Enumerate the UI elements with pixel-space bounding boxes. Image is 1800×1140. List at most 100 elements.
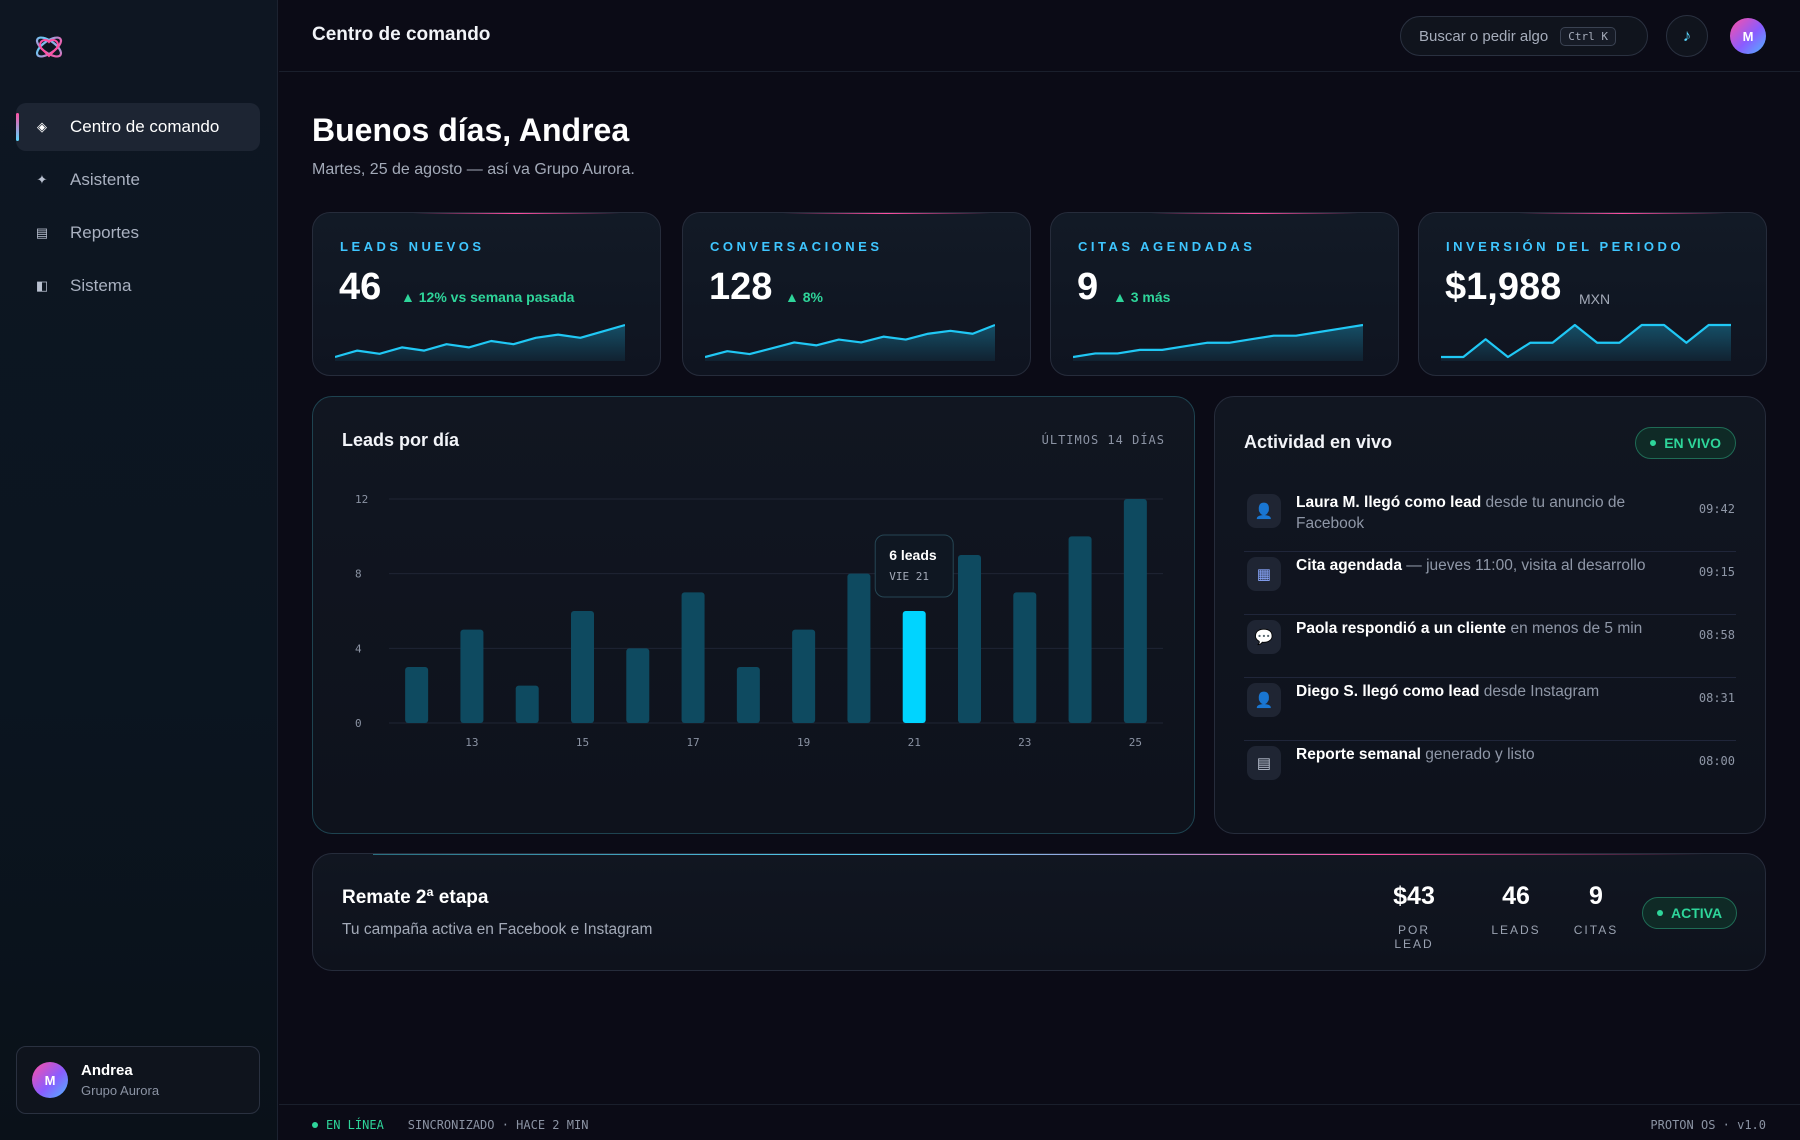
kpi-label: CITAS AGENDADAS — [1078, 239, 1256, 254]
y-tick-label: 0 — [355, 717, 362, 730]
bar-chart: 0 4 8 12 13 15 17 19 21 23 25 6 leads VIE 21 — [355, 493, 1163, 749]
bar[interactable] — [1013, 592, 1037, 723]
greeting-title: Buenos días, Andrea — [312, 112, 630, 148]
campaign-stat-value: $43 — [1393, 882, 1435, 910]
sparkline — [335, 323, 625, 361]
bar[interactable] — [460, 629, 484, 723]
kpi-value: 46 — [339, 266, 382, 308]
status-dot-icon — [1657, 910, 1663, 916]
bar[interactable] — [515, 685, 539, 723]
activity-time: 08:00 — [1698, 754, 1735, 768]
activity-panel: Actividad en vivo EN VIVO 👤 Laura M. lle… — [1214, 396, 1766, 834]
shortcut-hint: Ctrl K — [1560, 26, 1616, 46]
sparkline-line — [1441, 323, 1731, 359]
sidebar: ◈ Centro de comando ✦ Asistente ▤ Report… — [0, 0, 278, 1140]
leads-chart-panel: Leads por día ÚLTIMOS 14 DÍAS 0 4 8 12 13 15 1… — [312, 396, 1195, 834]
kpi-card-citas[interactable]: CITAS AGENDADAS 9 ▲ 3 más — [1050, 212, 1399, 376]
campaign-subtitle: Tu campaña activa en Facebook e Instagra… — [342, 921, 653, 938]
search-input[interactable]: Buscar o pedir algo Ctrl K — [1400, 16, 1648, 56]
campaign-panel[interactable]: Remate 2ª etapa Tu campaña activa en Fac… — [312, 853, 1766, 971]
atom-heart-logo[interactable] — [32, 30, 66, 64]
campaign-stat-leads: 46 LEADS — [1481, 882, 1551, 937]
bar[interactable] — [681, 592, 705, 723]
activity-strong: Cita agendada — [1296, 557, 1402, 574]
kpi-card-inversion[interactable]: INVERSIÓN DEL PERIODO $1,988 MXN — [1418, 212, 1767, 376]
kpi-card-conversaciones[interactable]: CONVERSACIONES 128 ▲ 8% — [682, 212, 1031, 376]
kpi-label: LEADS NUEVOS — [340, 239, 485, 254]
profile-avatar[interactable]: M — [1730, 18, 1766, 54]
user-card[interactable]: M Andrea Grupo Aurora — [16, 1046, 260, 1114]
x-tick-label: 23 — [1018, 736, 1031, 749]
sparkline-area — [335, 325, 625, 361]
bar[interactable] — [405, 667, 429, 723]
chart-title: Leads por día — [342, 430, 460, 450]
bar[interactable] — [626, 648, 650, 723]
greeting-subtitle: Martes, 25 de agosto — así va Grupo Auro… — [312, 161, 635, 178]
sparkline — [1073, 323, 1363, 361]
bar[interactable] — [1068, 536, 1092, 723]
document-icon: ▤ — [1247, 746, 1281, 780]
campaign-stat-label: LEADS — [1491, 923, 1541, 937]
bar[interactable] — [571, 611, 594, 723]
campaign-stat-value: 46 — [1502, 882, 1530, 910]
kpi-unit: MXN — [1579, 291, 1611, 307]
kpi-value: 9 — [1077, 266, 1099, 308]
sync-status: SINCRONIZADO · HACE 2 MIN — [407, 1118, 589, 1132]
sidebar-item-asistente[interactable]: ✦ Asistente — [16, 156, 260, 204]
activity-rest: generado y listo — [1420, 746, 1535, 763]
music-note-button[interactable]: ♪ — [1666, 15, 1708, 57]
activity-item[interactable]: 👤 Laura M. llegó como lead desde tu anun… — [1244, 489, 1736, 552]
person-icon: 👤 — [1247, 683, 1281, 717]
bar[interactable] — [792, 629, 816, 723]
sidebar-nav: ◈ Centro de comando ✦ Asistente ▤ Report… — [16, 103, 260, 315]
y-tick-label: 12 — [355, 493, 368, 506]
kpi-card-leads[interactable]: LEADS NUEVOS 46 ▲ 12% vs semana pasada — [312, 212, 661, 376]
activity-strong: Reporte semanal — [1296, 746, 1421, 763]
sparkle-icon: ✦ — [36, 172, 48, 187]
activity-item[interactable]: ▦ Cita agendada — jueves 11:00, visita a… — [1244, 552, 1736, 615]
live-dot-icon — [1650, 440, 1657, 446]
sidebar-item-label: Centro de comando — [70, 117, 220, 136]
campaign-stat-label: POR LEAD — [1394, 923, 1434, 951]
activity-item[interactable]: 👤 Diego S. llegó como lead desde Instagr… — [1244, 678, 1736, 741]
chat-icon: 💬 — [1247, 620, 1281, 654]
sidebar-item-reportes[interactable]: ▤ Reportes — [16, 209, 260, 257]
x-tick-label: 25 — [1129, 736, 1142, 749]
campaign-stat-label: CITAS — [1573, 923, 1619, 937]
campaign-title: Remate 2ª etapa — [342, 887, 489, 908]
bar[interactable] — [958, 555, 981, 723]
calendar-icon: ▦ — [1247, 557, 1281, 591]
sidebar-item-label: Sistema — [70, 276, 132, 295]
tooltip-label: VIE 21 — [889, 570, 929, 583]
chart-tooltip — [874, 534, 954, 598]
activity-time: 08:31 — [1698, 691, 1735, 705]
sparkline — [705, 323, 995, 361]
page-title: Centro de comando — [312, 24, 491, 45]
activity-item[interactable]: ▤ Reporte semanal generado y listo 08:00 — [1244, 741, 1736, 804]
bar[interactable] — [847, 573, 871, 723]
activity-rest: desde Instagram — [1479, 683, 1600, 700]
kpi-label: INVERSIÓN DEL PERIODO — [1446, 239, 1684, 254]
topbar: Centro de comando Buscar o pedir algo Ct… — [279, 0, 1800, 72]
kpi-delta: ▲ 12% vs semana pasada — [401, 289, 575, 305]
kpi-delta: ▲ 8% — [785, 289, 823, 305]
bar[interactable] — [1123, 499, 1147, 723]
activity-rest: desde tu anuncio de Facebook — [1296, 494, 1626, 532]
campaign-stat-citas: 9 CITAS — [1561, 882, 1631, 937]
activity-strong: Laura M. llegó como lead — [1296, 494, 1482, 511]
user-name: Andrea — [81, 1062, 133, 1079]
bar[interactable] — [736, 667, 760, 723]
sidebar-item-sistema[interactable]: ◧ Sistema — [16, 262, 260, 310]
bar-highlighted[interactable] — [902, 611, 926, 723]
sidebar-item-centro-de-comando[interactable]: ◈ Centro de comando — [16, 103, 260, 151]
activity-item[interactable]: 💬 Paola respondió a un cliente en menos … — [1244, 615, 1736, 678]
activity-rest: — jueves 11:00, visita al desarrollo — [1401, 557, 1646, 574]
search-placeholder: Buscar o pedir algo — [1419, 27, 1549, 45]
report-icon: ▤ — [35, 225, 49, 240]
sparkline-area — [705, 325, 995, 361]
activity-strong: Paola respondió a un cliente — [1296, 620, 1507, 637]
online-dot-icon — [312, 1122, 318, 1128]
x-tick-label: 15 — [576, 736, 589, 749]
activity-time: 09:15 — [1698, 565, 1735, 579]
sidebar-item-label: Asistente — [70, 170, 140, 189]
